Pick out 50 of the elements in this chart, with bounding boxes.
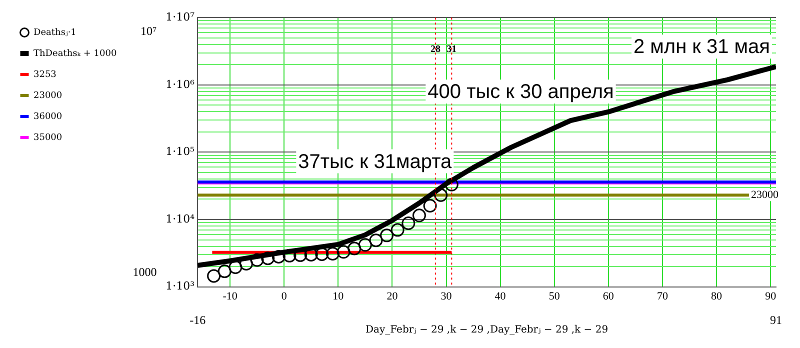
- x-tick-label: 20: [386, 290, 398, 302]
- x-tick-label: 90: [765, 290, 777, 302]
- data-label: 23000: [750, 189, 779, 202]
- point: [326, 246, 340, 260]
- y-tick-label: 1·10⁶: [166, 78, 196, 91]
- x-tick-label: 40: [494, 290, 506, 302]
- x-tick-label: -10: [222, 290, 238, 302]
- point: [434, 188, 448, 202]
- point: [218, 264, 232, 278]
- annotation: 2 млн к 31 мая: [633, 36, 770, 58]
- point: [207, 269, 221, 283]
- x-tick-label: 60: [602, 290, 614, 302]
- legend-label: ThDeathsₖ + 1000: [34, 48, 117, 59]
- point: [348, 242, 362, 256]
- point: [444, 178, 458, 192]
- y-tick-label: 1·10⁵: [166, 145, 195, 158]
- legend-label: Deathsⱼ·1: [34, 28, 76, 38]
- y-tick-label: 1·10⁷: [166, 10, 196, 24]
- x-axis-title: Day_Febrⱼ − 29 ,k − 29 ,Day_Febrⱼ − 29 ,k − 29: [366, 324, 608, 336]
- x-tick-label: 30: [440, 290, 452, 302]
- y-tick-label: 1·10⁴: [166, 212, 196, 226]
- point: [412, 208, 426, 222]
- text: 91: [770, 312, 782, 327]
- ref-line-label: 28: [430, 44, 440, 56]
- legend-label: 23000: [34, 90, 62, 101]
- x-tick-label: 0: [281, 290, 288, 302]
- annotation: 37тыс к 31марта: [298, 150, 453, 173]
- annotation: 400 тыс к 30 апреля: [428, 81, 614, 104]
- x-tick-label: 10: [332, 290, 344, 302]
- point: [315, 247, 329, 261]
- point: [261, 252, 275, 266]
- point: [380, 228, 394, 242]
- text: 1000: [132, 264, 157, 279]
- x-tick-label: 70: [656, 290, 668, 302]
- x-tick-label: 50: [548, 290, 560, 302]
- text: 10⁷: [140, 24, 157, 38]
- point: [369, 234, 383, 248]
- legend-label: 3253: [34, 70, 57, 80]
- point: [390, 223, 404, 237]
- text: -16: [190, 312, 206, 327]
- legend-label: 35000: [34, 132, 62, 143]
- legend-label: 36000: [34, 112, 62, 122]
- point: [423, 199, 437, 213]
- point: [228, 260, 242, 274]
- point: [402, 216, 416, 230]
- ref-line-label: 31: [446, 44, 457, 56]
- point: [358, 238, 372, 252]
- y-tick-label: 1·10³: [166, 280, 195, 293]
- x-tick-label: 80: [711, 290, 723, 302]
- point: [336, 245, 350, 259]
